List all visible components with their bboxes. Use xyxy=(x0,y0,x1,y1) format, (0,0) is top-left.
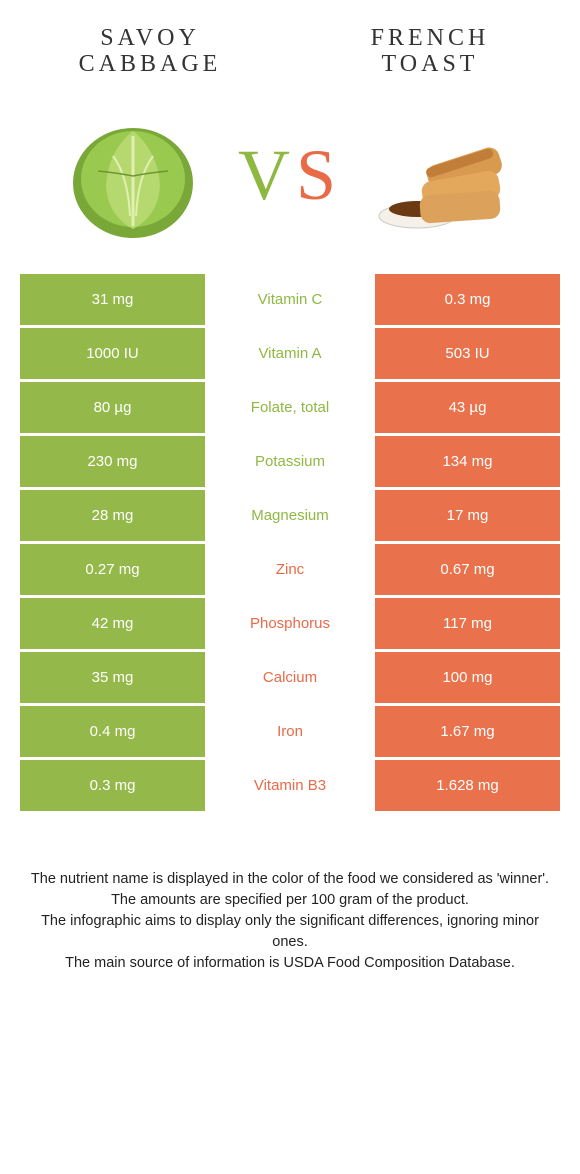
vs-row: VS xyxy=(0,96,580,256)
nutrient-label: Vitamin A xyxy=(205,328,375,382)
nutrient-label: Iron xyxy=(205,706,375,760)
right-value: 43 µg xyxy=(375,382,560,436)
left-value: 230 mg xyxy=(20,436,205,490)
table-row: 31 mgVitamin C0.3 mg xyxy=(20,274,560,328)
right-value: 0.3 mg xyxy=(375,274,560,328)
left-value: 28 mg xyxy=(20,490,205,544)
table-row: 0.4 mgIron1.67 mg xyxy=(20,706,560,760)
french-toast-icon xyxy=(372,101,522,251)
footer-notes: The nutrient name is displayed in the co… xyxy=(0,869,580,974)
cabbage-icon xyxy=(58,101,208,251)
nutrient-label: Folate, total xyxy=(205,382,375,436)
left-value: 0.4 mg xyxy=(20,706,205,760)
left-value: 35 mg xyxy=(20,652,205,706)
table-row: 35 mgCalcium100 mg xyxy=(20,652,560,706)
table-row: 0.27 mgZinc0.67 mg xyxy=(20,544,560,598)
right-value: 1.628 mg xyxy=(375,760,560,814)
left-food-line1: Savoy xyxy=(100,25,200,51)
left-value: 42 mg xyxy=(20,598,205,652)
vs-v: V xyxy=(238,135,296,215)
table-row: 230 mgPotassium134 mg xyxy=(20,436,560,490)
nutrient-label: Calcium xyxy=(205,652,375,706)
right-value: 503 IU xyxy=(375,328,560,382)
nutrient-label: Potassium xyxy=(205,436,375,490)
nutrient-label: Zinc xyxy=(205,544,375,598)
right-food-title: French toast xyxy=(340,25,520,78)
footer-line-3: The infographic aims to display only the… xyxy=(30,911,550,953)
nutrient-label: Vitamin B3 xyxy=(205,760,375,814)
left-value: 0.3 mg xyxy=(20,760,205,814)
nutrient-label: Phosphorus xyxy=(205,598,375,652)
right-food-line1: French xyxy=(371,25,490,51)
nutrient-label: Vitamin C xyxy=(205,274,375,328)
header-row: Savoy cabbage French toast xyxy=(0,0,580,78)
table-row: 42 mgPhosphorus117 mg xyxy=(20,598,560,652)
right-value: 0.67 mg xyxy=(375,544,560,598)
left-value: 80 µg xyxy=(20,382,205,436)
comparison-table: 31 mgVitamin C0.3 mg1000 IUVitamin A503 … xyxy=(20,274,560,814)
footer-line-4: The main source of information is USDA F… xyxy=(30,953,550,974)
left-food-line2: cabbage xyxy=(79,51,222,77)
right-value: 134 mg xyxy=(375,436,560,490)
left-value: 31 mg xyxy=(20,274,205,328)
left-food-title: Savoy cabbage xyxy=(60,25,240,78)
table-row: 28 mgMagnesium17 mg xyxy=(20,490,560,544)
table-row: 1000 IUVitamin A503 IU xyxy=(20,328,560,382)
left-value: 0.27 mg xyxy=(20,544,205,598)
table-row: 80 µgFolate, total43 µg xyxy=(20,382,560,436)
footer-line-1: The nutrient name is displayed in the co… xyxy=(30,869,550,890)
footer-line-2: The amounts are specified per 100 gram o… xyxy=(30,890,550,911)
table-row: 0.3 mgVitamin B31.628 mg xyxy=(20,760,560,814)
right-value: 100 mg xyxy=(375,652,560,706)
vs-s: S xyxy=(296,135,342,215)
nutrient-label: Magnesium xyxy=(205,490,375,544)
right-value: 17 mg xyxy=(375,490,560,544)
vs-label: VS xyxy=(238,134,342,217)
right-value: 1.67 mg xyxy=(375,706,560,760)
right-value: 117 mg xyxy=(375,598,560,652)
left-value: 1000 IU xyxy=(20,328,205,382)
right-food-line2: toast xyxy=(382,51,479,77)
